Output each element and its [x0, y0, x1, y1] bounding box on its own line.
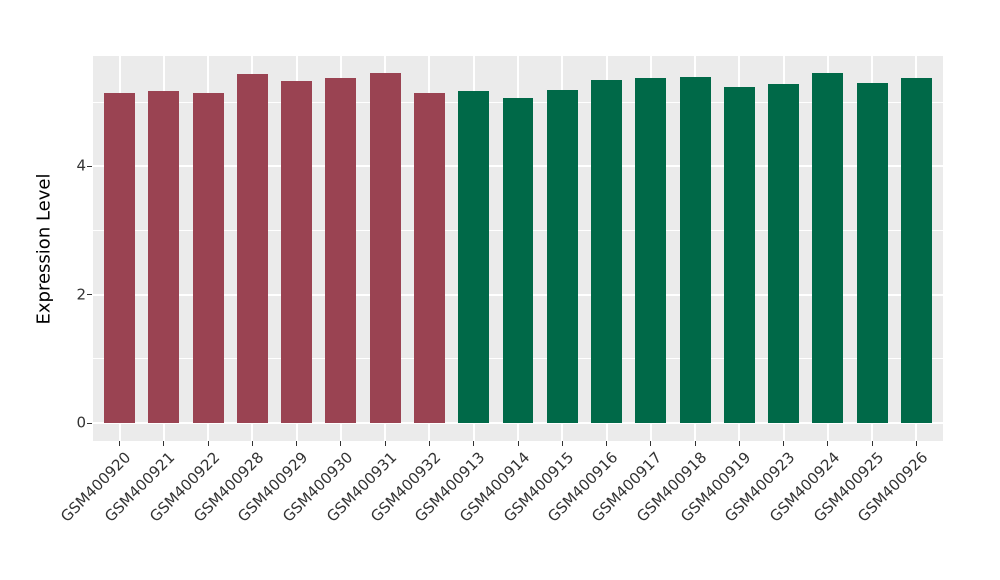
x-tick-mark — [384, 441, 386, 446]
x-tick-mark — [517, 441, 519, 446]
bar-GSM400928 — [236, 73, 268, 424]
y-tick-label: 0 — [76, 413, 86, 432]
x-tick-mark — [915, 441, 917, 446]
y-tick-label: 4 — [76, 156, 86, 175]
x-tick-mark — [296, 441, 298, 446]
x-tick-mark — [163, 441, 165, 446]
y-tick-mark — [87, 165, 92, 167]
x-tick-mark — [738, 441, 740, 446]
bar-GSM400913 — [458, 91, 490, 424]
x-tick-mark — [783, 441, 785, 446]
x-tick-mark — [827, 441, 829, 446]
bar-GSM400921 — [148, 91, 180, 424]
x-tick-mark — [694, 441, 696, 446]
bar-GSM400925 — [856, 82, 888, 424]
x-tick-mark — [251, 441, 253, 446]
bar-GSM400926 — [900, 77, 932, 424]
plot-panel — [93, 56, 943, 441]
bar-GSM400930 — [325, 78, 357, 424]
bar-GSM400931 — [369, 73, 401, 424]
x-tick-mark — [340, 441, 342, 446]
bar-GSM400915 — [546, 90, 578, 424]
x-tick-mark — [473, 441, 475, 446]
x-tick-mark — [871, 441, 873, 446]
x-tick-mark — [606, 441, 608, 446]
bar-GSM400923 — [768, 84, 800, 424]
bar-GSM400916 — [591, 79, 623, 424]
x-tick-mark — [561, 441, 563, 446]
bar-GSM400918 — [679, 76, 711, 424]
bar-GSM400924 — [812, 73, 844, 424]
x-tick-mark — [119, 441, 121, 446]
bar-GSM400917 — [635, 77, 667, 424]
bar-GSM400932 — [413, 93, 445, 424]
y-tick-mark — [87, 422, 92, 424]
bar-GSM400920 — [104, 93, 136, 424]
x-tick-mark — [650, 441, 652, 446]
y-tick-label: 2 — [76, 285, 86, 304]
bar-GSM400914 — [502, 98, 534, 424]
bar-GSM400929 — [281, 81, 313, 424]
bar-GSM400919 — [723, 86, 755, 424]
y-tick-mark — [87, 294, 92, 296]
x-tick-mark — [428, 441, 430, 446]
x-tick-mark — [207, 441, 209, 446]
bar-GSM400922 — [192, 92, 224, 424]
